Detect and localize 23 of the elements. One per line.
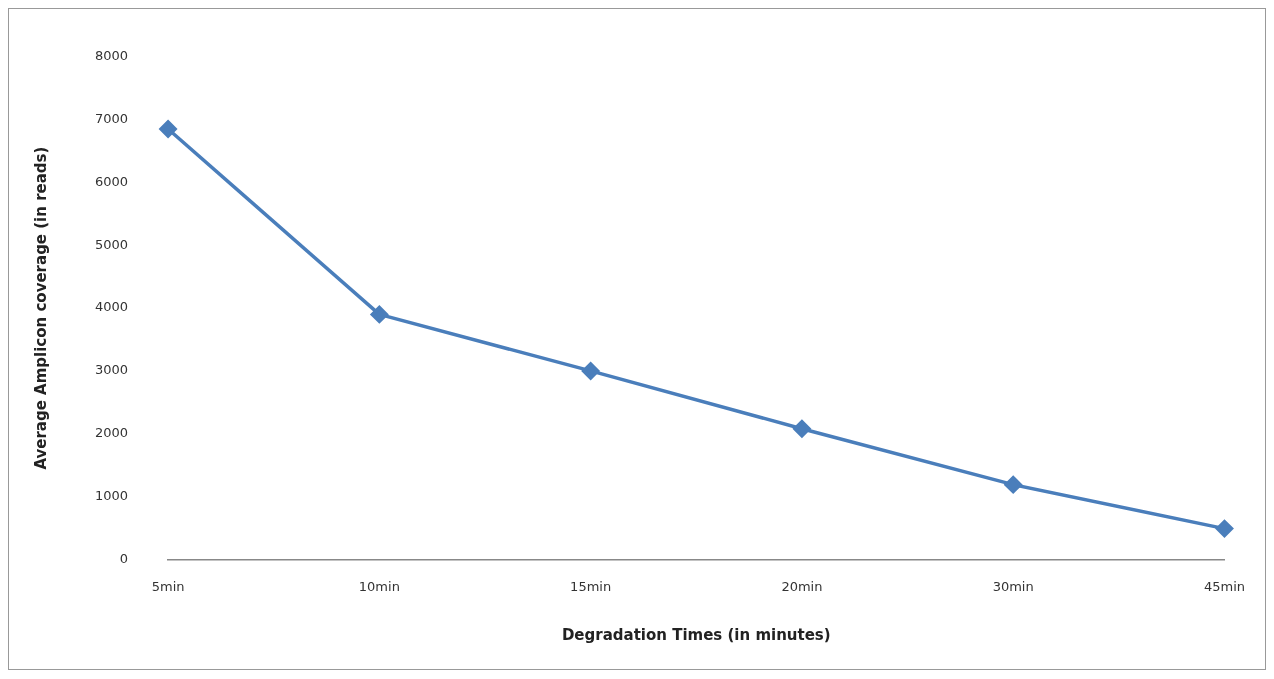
y-tick-label: 8000 <box>94 48 129 64</box>
point <box>370 305 389 324</box>
y-tick-label: 2000 <box>94 425 129 441</box>
x-tick-label: 45min <box>1203 578 1245 594</box>
y-tick-label: 5000 <box>94 236 129 252</box>
point <box>581 362 600 380</box>
y-tick-label: 6000 <box>94 173 129 189</box>
y-tick-label: 4000 <box>94 299 129 315</box>
point <box>1004 475 1022 494</box>
point <box>159 120 177 138</box>
x-tick-label: 15min <box>570 578 612 594</box>
y-tick-label: 0 <box>119 550 129 566</box>
y-axis-title: Average Amplicon coverage (in reads) <box>31 146 50 470</box>
x-tick-label: 20min <box>781 578 823 594</box>
point <box>1215 519 1234 538</box>
y-tick-label: 3000 <box>94 362 129 378</box>
x-tick-label: 5min <box>151 578 185 594</box>
point <box>793 419 811 438</box>
x-tick-label: 30min <box>992 578 1034 594</box>
x-tick-label: 10min <box>358 578 400 594</box>
y-tick-label: 7000 <box>94 111 129 126</box>
y-tick-label: 1000 <box>94 487 129 503</box>
x-axis-title: Degradation Times (in minutes) <box>561 625 831 644</box>
